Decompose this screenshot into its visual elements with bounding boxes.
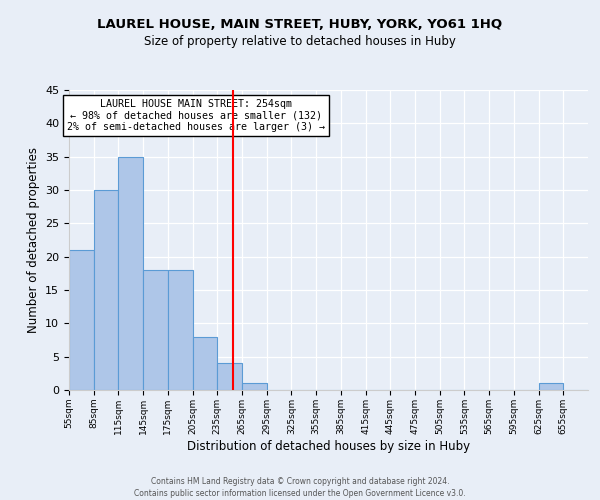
Text: LAUREL HOUSE MAIN STREET: 254sqm
← 98% of detached houses are smaller (132)
2% o: LAUREL HOUSE MAIN STREET: 254sqm ← 98% o…	[67, 99, 325, 132]
Bar	[193, 336, 217, 390]
Bar	[69, 250, 94, 390]
Bar	[168, 270, 193, 390]
Text: Contains HM Land Registry data © Crown copyright and database right 2024.
Contai: Contains HM Land Registry data © Crown c…	[134, 476, 466, 498]
Bar	[118, 156, 143, 390]
Bar	[217, 364, 242, 390]
Text: LAUREL HOUSE, MAIN STREET, HUBY, YORK, YO61 1HQ: LAUREL HOUSE, MAIN STREET, HUBY, YORK, Y…	[97, 18, 503, 30]
Text: Size of property relative to detached houses in Huby: Size of property relative to detached ho…	[144, 35, 456, 48]
Bar	[242, 384, 267, 390]
X-axis label: Distribution of detached houses by size in Huby: Distribution of detached houses by size …	[187, 440, 470, 452]
Bar	[94, 190, 118, 390]
Bar	[539, 384, 563, 390]
Bar	[143, 270, 168, 390]
Y-axis label: Number of detached properties: Number of detached properties	[26, 147, 40, 333]
